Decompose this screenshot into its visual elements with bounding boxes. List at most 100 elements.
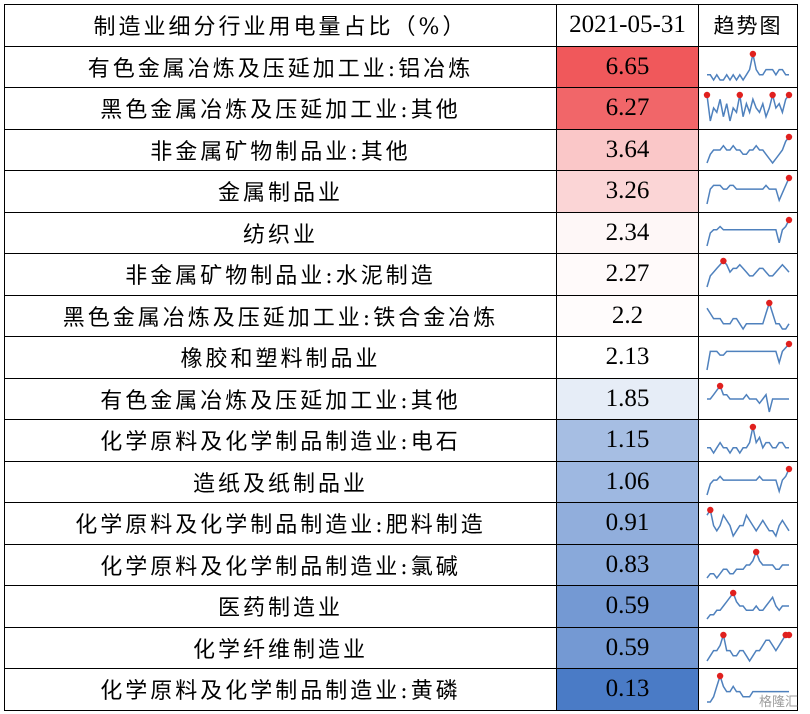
sparkline-line bbox=[706, 136, 790, 164]
sparkline-line bbox=[706, 177, 790, 205]
header-category: 制造业细分行业用电量占比（%） bbox=[4, 4, 557, 47]
row-value: 1.06 bbox=[556, 460, 699, 503]
sparkline-line bbox=[706, 631, 789, 663]
row-value: 0.13 bbox=[556, 668, 699, 711]
sparkline-max-point bbox=[716, 673, 724, 680]
row-sparkline-cell bbox=[698, 294, 798, 337]
table-row: 纺织业 2.34 bbox=[4, 211, 798, 254]
row-sparkline-cell bbox=[698, 419, 798, 462]
sparkline bbox=[706, 216, 793, 246]
sparkline bbox=[706, 299, 790, 331]
table-row: 有色金属冶炼及压延加工业:其他 1.85 bbox=[4, 377, 798, 420]
row-sparkline-cell bbox=[698, 211, 798, 254]
row-category: 黑色金属冶炼及压延加工业:其他 bbox=[4, 87, 557, 130]
row-sparkline-cell bbox=[698, 668, 798, 711]
table-row: 黑色金属冶炼及压延加工业:铁合金冶炼 2.2 bbox=[4, 294, 798, 337]
row-sparkline-cell bbox=[698, 543, 798, 586]
sparkline-line bbox=[706, 549, 789, 579]
row-sparkline-cell bbox=[698, 253, 798, 296]
row-sparkline-cell bbox=[698, 585, 798, 628]
table-row: 橡胶和塑料制品业 2.13 bbox=[4, 336, 798, 379]
sparkline-line bbox=[706, 300, 790, 331]
row-value: 2.13 bbox=[556, 336, 699, 379]
row-category: 化学纤维制造业 bbox=[4, 626, 557, 669]
table-row: 化学原料及化学制品制造业:氯碱 0.83 bbox=[4, 543, 798, 586]
header-date: 2021-05-31 bbox=[556, 4, 699, 47]
row-value: 1.15 bbox=[556, 419, 699, 462]
watermark-logo: 格隆汇 bbox=[758, 695, 798, 710]
sparkline-max-point bbox=[716, 382, 724, 389]
sparkline bbox=[706, 465, 793, 495]
row-value: 6.27 bbox=[556, 87, 699, 130]
sparkline-max-point bbox=[749, 424, 757, 431]
sparkline-line bbox=[706, 260, 790, 288]
sparkline-line bbox=[706, 508, 790, 539]
row-value: 0.91 bbox=[556, 502, 699, 545]
row-value: 2.2 bbox=[556, 294, 699, 337]
table-row: 金属制品业 3.26 bbox=[4, 170, 798, 213]
sparkline bbox=[706, 175, 793, 205]
row-category: 化学原料及化学制品制造业:肥料制造 bbox=[4, 502, 557, 545]
row-category: 橡胶和塑料制品业 bbox=[4, 336, 557, 379]
sparkline-line bbox=[706, 591, 789, 620]
sparkline bbox=[707, 382, 789, 412]
sparkline-max-point bbox=[730, 590, 737, 597]
row-category: 化学原料及化学制品制造业:电石 bbox=[4, 419, 557, 462]
sparkline-max-point bbox=[785, 341, 793, 348]
row-value: 3.26 bbox=[556, 170, 699, 213]
sparkline bbox=[706, 133, 793, 164]
row-value: 2.34 bbox=[556, 211, 699, 254]
electricity-share-table: 制造业细分行业用电量占比（%） 2021-05-31 趋势图 有色金属冶炼及压延… bbox=[4, 4, 798, 711]
table-row: 造纸及纸制品业 1.06 bbox=[4, 460, 798, 503]
sparkline bbox=[707, 50, 789, 82]
table-row: 有色金属冶炼及压延加工业:铝冶炼 6.65 bbox=[4, 45, 798, 88]
row-sparkline-cell bbox=[698, 87, 798, 130]
row-sparkline-cell bbox=[698, 45, 798, 88]
sparkline-max-point bbox=[749, 50, 757, 57]
sparkline bbox=[706, 341, 793, 371]
sparkline-max-point bbox=[707, 507, 714, 514]
row-sparkline-cell bbox=[698, 336, 798, 379]
row-category: 化学原料及化学制品制造业:黄磷 bbox=[4, 668, 557, 711]
row-value: 3.64 bbox=[556, 128, 699, 171]
sparkline-max-point bbox=[720, 631, 727, 638]
table-body: 制造业细分行业用电量占比（%） 2021-05-31 趋势图 有色金属冶炼及压延… bbox=[4, 4, 798, 711]
sparkline bbox=[707, 424, 789, 455]
sparkline-line bbox=[707, 53, 789, 82]
sparkline bbox=[706, 507, 790, 539]
sparkline-line bbox=[706, 343, 790, 371]
sparkline bbox=[706, 548, 789, 579]
row-value: 0.83 bbox=[556, 543, 699, 586]
sparkline bbox=[706, 590, 789, 620]
sparkline bbox=[706, 631, 793, 663]
row-value: 0.59 bbox=[556, 585, 699, 628]
table-row: 黑色金属冶炼及压延加工业:其他 6.27 bbox=[4, 87, 798, 130]
row-sparkline-cell bbox=[698, 626, 798, 669]
sparkline-max-point bbox=[785, 216, 793, 223]
table-row: 化学原料及化学制品制造业:电石 1.15 bbox=[4, 419, 798, 462]
sparkline-max-point bbox=[766, 299, 773, 306]
row-sparkline-cell bbox=[698, 377, 798, 420]
sparkline bbox=[707, 673, 789, 703]
sparkline-line bbox=[706, 94, 790, 122]
row-category: 非金属矿物制品业:水泥制造 bbox=[4, 253, 557, 296]
table-row: 化学原料及化学制品制造业:黄磷 0.13 bbox=[4, 668, 798, 711]
row-value: 2.27 bbox=[556, 253, 699, 296]
table-row: 化学原料及化学制品制造业:肥料制造 0.91 bbox=[4, 502, 798, 545]
row-value: 0.59 bbox=[556, 626, 699, 669]
sparkline-line bbox=[706, 219, 790, 246]
table-row: 化学纤维制造业 0.59 bbox=[4, 626, 798, 669]
sparkline-line bbox=[707, 427, 789, 455]
table-row: 非金属矿物制品业:其他 3.64 bbox=[4, 128, 798, 171]
header-row: 制造业细分行业用电量占比（%） 2021-05-31 趋势图 bbox=[4, 4, 798, 47]
header-trend: 趋势图 bbox=[698, 4, 798, 47]
row-category: 化学原料及化学制品制造业:氯碱 bbox=[4, 543, 557, 586]
sparkline-max-point bbox=[785, 175, 793, 182]
sparkline-max-point bbox=[720, 258, 727, 265]
row-sparkline-cell bbox=[698, 502, 798, 545]
sparkline-max-point bbox=[736, 92, 743, 99]
row-category: 造纸及纸制品业 bbox=[4, 460, 557, 503]
sparkline bbox=[706, 258, 790, 288]
row-category: 非金属矿物制品业:其他 bbox=[4, 128, 557, 171]
row-category: 黑色金属冶炼及压延加工业:铁合金冶炼 bbox=[4, 294, 557, 337]
